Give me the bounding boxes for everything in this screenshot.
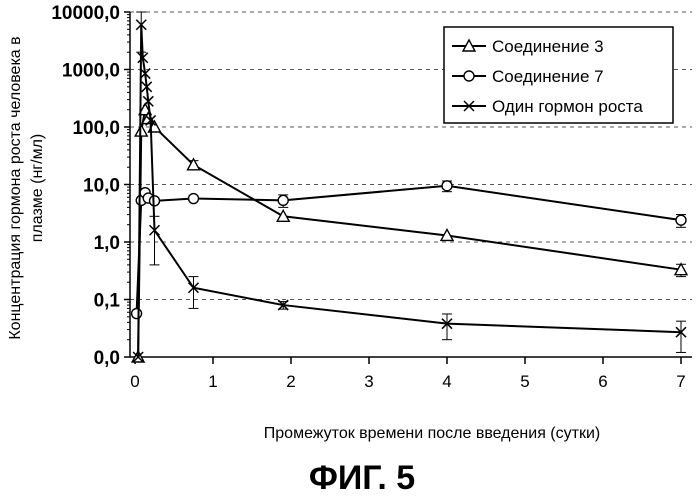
y-tick-label: 100,0 bbox=[72, 118, 120, 139]
y-tick-label: 0,1 bbox=[94, 291, 121, 312]
legend-entry-2: Соединение 7 bbox=[452, 67, 604, 86]
x-tick-label: 4 bbox=[442, 372, 451, 391]
gridlines bbox=[130, 11, 692, 300]
legend-items: Соединение 3 Соединение 7 Один гормон рост… bbox=[452, 37, 643, 116]
series-3 bbox=[132, 11, 687, 363]
x-tick-label: 3 bbox=[364, 372, 373, 391]
error-bar bbox=[149, 215, 160, 266]
y-tick-label: 10000,0 bbox=[51, 3, 120, 24]
data-point bbox=[130, 307, 143, 320]
data-point bbox=[277, 194, 289, 207]
data-point bbox=[141, 81, 153, 93]
legend-marker bbox=[463, 100, 475, 112]
x-tick-label: 1 bbox=[208, 372, 217, 391]
data-point bbox=[148, 224, 161, 236]
y-axis-ticks: 0,0 0,1 1,0 10,0 100,0 1000,0 10000,0 bbox=[51, 3, 130, 369]
x-axis-ticks: 0 1 2 3 4 5 6 7 bbox=[130, 357, 686, 391]
legend: Соединение 3 Соединение 7 Один гормон рост… bbox=[443, 26, 674, 124]
y-tick-label: 10,0 bbox=[83, 176, 120, 197]
data-point bbox=[439, 227, 455, 242]
series-2 bbox=[130, 180, 687, 320]
y-axis-title-line1: Концентрация гормона роста человека в bbox=[7, 36, 24, 339]
error-bar bbox=[442, 313, 452, 341]
figure-caption: ФИГ. 5 bbox=[309, 459, 415, 497]
data-point bbox=[187, 282, 200, 294]
data-point bbox=[137, 52, 149, 64]
error-bar bbox=[188, 276, 199, 309]
legend-label: Соединение 3 bbox=[492, 37, 604, 56]
x-tick-label: 6 bbox=[598, 372, 607, 391]
data-point bbox=[276, 208, 291, 222]
data-point bbox=[675, 326, 687, 338]
legend-marker bbox=[461, 38, 477, 52]
data-point bbox=[139, 68, 151, 80]
x-tick-label: 5 bbox=[520, 372, 529, 391]
data-point bbox=[142, 95, 154, 107]
legend-label: Один гормон роста bbox=[492, 97, 643, 116]
data-point bbox=[441, 318, 453, 330]
data-point bbox=[186, 157, 201, 171]
y-axis-title-line2: плазме (нг/мл) bbox=[29, 134, 46, 243]
data-point bbox=[187, 192, 200, 205]
error-bar bbox=[676, 320, 686, 353]
x-tick-label: 0 bbox=[130, 372, 139, 391]
data-point bbox=[132, 351, 144, 363]
series-line bbox=[135, 184, 682, 314]
series-1 bbox=[130, 102, 689, 363]
data-point bbox=[145, 114, 157, 126]
legend-label: Соединение 7 bbox=[492, 67, 604, 86]
data-point bbox=[441, 180, 453, 192]
x-axis-title: Промежуток времени после введения (сутки… bbox=[264, 425, 600, 442]
y-tick-label: 1000,0 bbox=[62, 61, 120, 82]
y-tick-label: 1,0 bbox=[94, 233, 120, 254]
error-bar bbox=[136, 11, 147, 53]
data-point bbox=[675, 214, 687, 226]
legend-entry-1: Соединение 3 bbox=[452, 37, 604, 56]
y-tick-label: 0,0 bbox=[94, 348, 120, 369]
series-group bbox=[130, 11, 689, 363]
legend-marker bbox=[463, 70, 475, 82]
legend-entry-3: Один гормон роста bbox=[452, 97, 643, 116]
x-tick-label: 7 bbox=[676, 372, 685, 391]
x-tick-label: 2 bbox=[286, 372, 295, 391]
data-point bbox=[277, 299, 289, 311]
data-point bbox=[135, 19, 147, 31]
data-point bbox=[673, 262, 689, 276]
